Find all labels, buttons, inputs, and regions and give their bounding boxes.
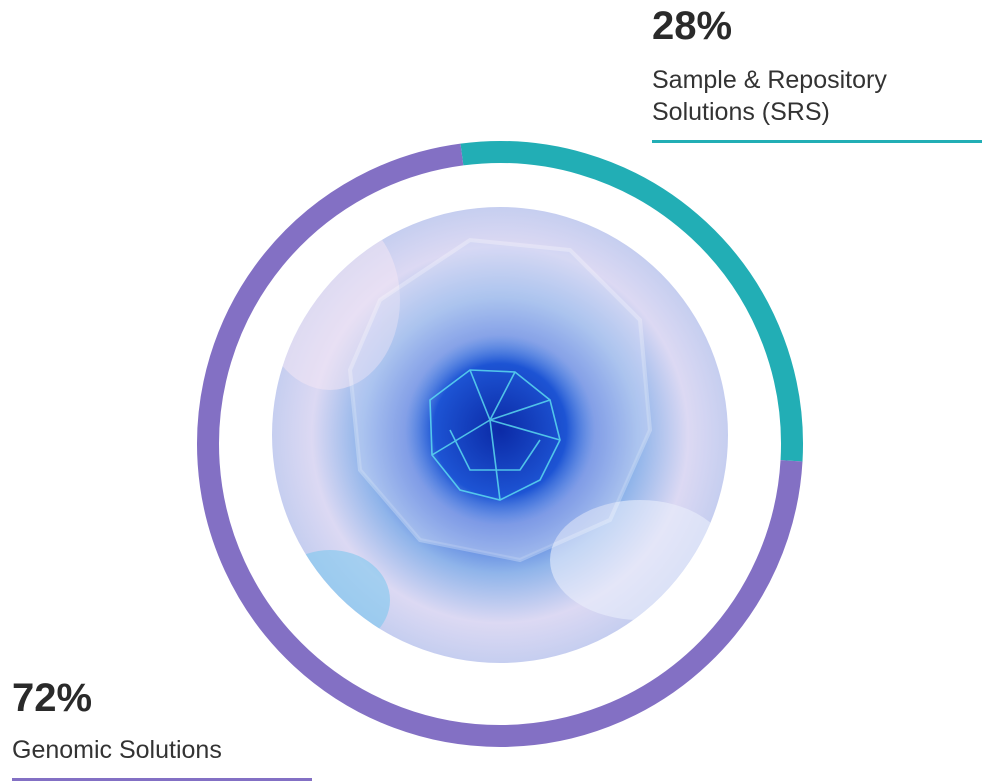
genomic-percent-label: 72%	[12, 676, 93, 720]
genomic-label: Genomic Solutions	[12, 736, 222, 764]
center-photo	[272, 207, 728, 663]
srs-percent-label: 28%	[652, 4, 733, 48]
donut-ring	[197, 141, 803, 747]
srs-underline	[652, 140, 982, 143]
callout-genomic: 72% Genomic Solutions	[12, 676, 312, 781]
callout-srs: 28% Sample & Repository Solutions (SRS)	[652, 4, 982, 143]
donut-segment-srs	[460, 141, 803, 462]
srs-label-line1: Sample & Repository	[652, 66, 887, 94]
genomic-underline	[12, 778, 312, 781]
donut-segment-genomic	[197, 143, 803, 747]
srs-label-line2: Solutions (SRS)	[652, 98, 830, 126]
